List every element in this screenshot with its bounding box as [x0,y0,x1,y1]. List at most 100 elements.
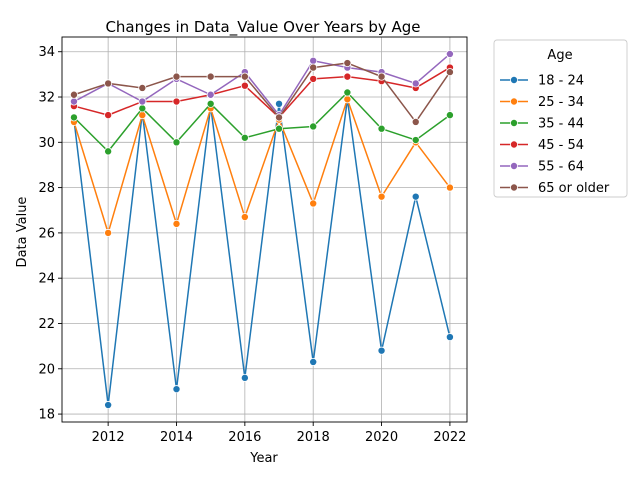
legend-entry: 55 - 64 [500,160,584,175]
y-tick-label: 32 [38,91,55,106]
data-point [172,97,181,106]
data-point [104,79,113,88]
data-point [172,219,181,228]
x-tick-label: 2012 [92,430,125,445]
data-point [309,63,318,72]
legend-title: Age [547,48,572,63]
series-line [73,62,451,123]
y-tick-label: 26 [38,226,55,241]
data-point [138,83,147,92]
legend-marker [509,183,518,192]
data-point [69,97,78,106]
data-point [104,401,113,410]
series-line [73,98,451,406]
series-line [73,98,451,234]
data-point [240,213,249,222]
data-point [343,59,352,68]
series-35-44 [69,88,454,156]
y-tick-label: 30 [38,136,55,151]
y-tick-label: 18 [38,408,55,423]
data-point [240,72,249,81]
chart-title: Changes in Data_Value Over Years by Age [105,18,420,37]
data-point [138,97,147,106]
data-point [172,385,181,394]
legend-marker [509,97,518,106]
data-point [240,133,249,142]
legend-entry: 35 - 44 [500,117,584,132]
data-point [309,357,318,366]
legend-marker [509,161,518,170]
data-point [411,192,420,201]
data-point [104,228,113,237]
series-layer [69,49,454,410]
series-line [73,66,451,119]
data-point [445,333,454,342]
series-line [73,91,451,153]
data-point [377,192,386,201]
data-point [138,104,147,113]
legend-label: 25 - 34 [538,95,584,110]
data-point [411,79,420,88]
x-tick-label: 2018 [297,430,330,445]
x-axis: 2012 2014 2016 2018 2020 2022 [92,422,466,445]
data-point [275,124,284,133]
data-point [343,72,352,81]
data-point [104,147,113,156]
x-axis-label: Year [249,451,278,466]
data-point [411,136,420,145]
data-point [275,99,284,108]
series-line [73,53,451,116]
legend-label: 65 or older [538,181,610,196]
data-point [206,72,215,81]
y-axis: 18 20 22 24 26 28 30 32 34 [38,45,62,423]
data-point [172,72,181,81]
data-point [206,99,215,108]
data-point [240,81,249,90]
data-point [445,183,454,192]
legend-marker [509,76,518,85]
data-point [240,373,249,382]
y-tick-label: 22 [38,317,55,332]
legend-label: 35 - 44 [538,117,584,132]
data-point [377,346,386,355]
data-point [309,74,318,83]
x-tick-label: 2016 [228,430,261,445]
data-point [309,122,318,131]
data-point [377,124,386,133]
legend-entry: 25 - 34 [500,95,584,110]
legend-label: 18 - 24 [538,74,584,89]
data-point [445,68,454,77]
legend-entry: 18 - 24 [500,74,584,89]
y-tick-label: 28 [38,181,55,196]
plot-frame [61,36,468,423]
data-point [69,113,78,122]
legend-label: 55 - 64 [538,160,584,175]
data-point [172,138,181,147]
y-tick-label: 34 [38,45,55,60]
x-tick-label: 2022 [433,430,466,445]
series-65-or-older [69,59,454,126]
data-point [343,95,352,104]
data-point [309,199,318,208]
data-point [343,88,352,97]
y-tick-label: 20 [38,362,55,377]
series-25-34 [69,95,454,237]
x-tick-label: 2020 [365,430,398,445]
legend: Age 18 - 24 25 - 34 35 - 44 45 - 54 55 - 64 6… [493,39,628,198]
y-tick-label: 24 [38,272,55,287]
legend-entry: 45 - 54 [500,138,584,153]
x-tick-label: 2014 [160,430,193,445]
y-axis-label: Data Value [15,197,30,268]
data-point [104,111,113,120]
legend-entry: 65 or older [500,181,610,196]
data-point [69,90,78,99]
gridlines [62,37,467,422]
data-point [309,56,318,65]
data-point [206,90,215,99]
data-point [275,113,284,122]
legend-marker [509,140,518,149]
data-point [445,111,454,120]
legend-marker [509,119,518,128]
